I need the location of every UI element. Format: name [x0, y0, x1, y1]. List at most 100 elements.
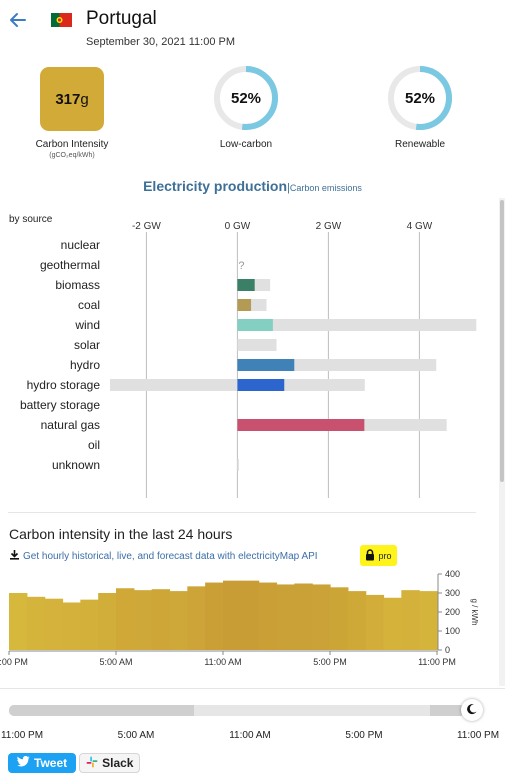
source-label: battery storage [20, 398, 100, 412]
tweet-label: Tweet [34, 756, 68, 770]
carbon-intensity-area-segment[interactable] [258, 582, 278, 650]
source-capacity-bar [237, 339, 277, 351]
country-name: Portugal [86, 8, 157, 29]
renewable-value: 52% [404, 89, 436, 107]
carbon-intensity-area-segment[interactable] [240, 580, 260, 650]
tab-separator: | [287, 182, 290, 194]
source-capacity-bar [110, 379, 238, 391]
source-label: nuclear [61, 238, 100, 252]
carbon-intensity-unit: g [80, 90, 89, 108]
moon-icon [466, 703, 478, 718]
source-label: coal [78, 298, 100, 312]
api-link-text[interactable]: Get hourly historical, live, and forecas… [23, 550, 318, 562]
time-slider-history-range [9, 705, 194, 716]
low-carbon-value: 52% [230, 89, 262, 107]
carbon-intensity-area-segment[interactable] [365, 594, 385, 650]
carbon-intensity-area-segment[interactable] [116, 588, 135, 650]
carbon-intensity-area-segment[interactable] [169, 591, 188, 650]
by-source-label: by source [9, 214, 53, 225]
source-production-bar[interactable] [237, 419, 365, 431]
tab-electricity-production[interactable]: Electricity production [143, 178, 288, 194]
history-x-tick-label: 11:00 AM [204, 657, 241, 667]
source-production-bar[interactable] [237, 319, 273, 331]
time-slider-tick-label: 5:00 AM [117, 730, 155, 741]
renewable-label: Renewable [394, 139, 446, 150]
tab-carbon-emissions[interactable]: Carbon emissions [289, 183, 362, 193]
download-icon [9, 549, 20, 563]
carbon-intensity-area-segment[interactable] [383, 597, 402, 650]
source-label: wind [74, 318, 100, 332]
source-production-bar[interactable] [237, 299, 252, 311]
history-x-tick-label: 11:00 PM [0, 657, 28, 667]
twitter-bird-icon [17, 755, 30, 770]
carbon-intensity-area-segment[interactable] [133, 590, 153, 650]
carbon-intensity-area-segment[interactable] [223, 580, 242, 650]
history-x-tick-label: 5:00 AM [99, 657, 132, 667]
history-y-tick-label: 0 [445, 645, 450, 655]
carbon-intensity-area-segment[interactable] [9, 593, 28, 650]
source-label: unknown [52, 458, 100, 472]
back-arrow-icon[interactable] [8, 10, 30, 30]
time-slider-tick-label: 5:00 PM [345, 730, 383, 741]
source-production-bar[interactable] [237, 359, 295, 371]
section-divider [8, 512, 476, 513]
low-carbon-gauge: 52% [212, 64, 280, 132]
slack-label: Slack [102, 756, 134, 770]
source-label: hydro storage [27, 378, 101, 392]
source-production-bar[interactable] [237, 279, 255, 291]
history-x-tick-label: 11:00 PM [418, 657, 456, 667]
source-label: solar [74, 338, 100, 352]
api-link[interactable]: Get hourly historical, live, and forecas… [9, 549, 318, 563]
scrollbar-thumb[interactable] [500, 200, 504, 482]
time-slider-track[interactable] [9, 705, 465, 716]
production-chart: -2 GW 0 GW 2 GW 4 GW nuclear geothermal ? bioma… [20, 221, 477, 498]
source-label: natural gas [41, 418, 100, 432]
kpi-row: 317 g Carbon Intensity (gCO₂eq/kWh) 52% L… [0, 64, 505, 170]
unknown-value-marker: ? [238, 260, 244, 272]
carbon-intensity-area-segment[interactable] [312, 584, 331, 650]
carbon-intensity-badge: 317 g [40, 67, 104, 131]
portugal-flag-icon [51, 13, 72, 27]
carbon-intensity-area-segment[interactable] [187, 586, 206, 650]
carbon-intensity-area-segment[interactable] [62, 602, 81, 651]
time-slider-tick-label: 11:00 PM [0, 730, 44, 741]
slack-icon [86, 756, 98, 771]
history-title: Carbon intensity in the last 24 hours [9, 526, 233, 542]
carbon-intensity-area-segment[interactable] [276, 584, 295, 650]
carbon-intensity-area-segment[interactable] [151, 589, 171, 650]
carbon-intensity-area-segment[interactable] [419, 591, 438, 650]
tweet-button[interactable]: Tweet [8, 753, 77, 773]
carbon-intensity-area-segment[interactable] [330, 587, 349, 650]
history-y-tick-label: 400 [445, 569, 460, 579]
history-y-tick-label: 200 [445, 607, 460, 617]
carbon-intensity-area-segment[interactable] [205, 582, 224, 650]
carbon-intensity-value: 317 [55, 90, 81, 108]
production-axis-tick-label: 2 GW [316, 221, 342, 232]
carbon-intensity-label: Carbon Intensity [35, 139, 109, 150]
production-axis-tick-label: 4 GW [407, 221, 433, 232]
source-label: hydro [70, 358, 100, 372]
pro-badge[interactable]: pro [360, 545, 397, 566]
country-header: Portugal September 30, 2021 11:00 PM [0, 0, 505, 56]
history-y-tick-label: 300 [445, 588, 460, 598]
renewable-gauge: 52% [386, 64, 454, 132]
source-label: oil [88, 438, 100, 452]
source-production-bar[interactable] [237, 379, 285, 391]
carbon-intensity-area-segment[interactable] [98, 593, 117, 650]
low-carbon-label: Low-carbon [219, 139, 273, 150]
datetime: September 30, 2021 11:00 PM [86, 36, 236, 48]
source-capacity-bar [237, 319, 477, 331]
carbon-intensity-area-segment[interactable] [44, 598, 64, 650]
carbon-intensity-area-segment[interactable] [347, 591, 367, 650]
carbon-intensity-area-segment[interactable] [80, 599, 99, 650]
source-label: geothermal [40, 258, 100, 272]
carbon-intensity-area-segment[interactable] [294, 583, 313, 651]
carbon-intensity-area-segment[interactable] [401, 590, 420, 650]
slack-button[interactable]: Slack [79, 753, 141, 773]
time-slider-handle[interactable] [461, 699, 483, 721]
history-x-tick-label: 5:00 PM [313, 657, 347, 667]
production-tabs: Electricity production|Carbon emissions [0, 178, 505, 196]
carbon-intensity-area-segment[interactable] [26, 596, 46, 650]
carbon-intensity-history-chart[interactable]: 0 100 200 300 400 g / kWh 11:00 PM 5:00 AM 11:00… [0, 568, 505, 668]
pro-label: pro [378, 550, 392, 561]
